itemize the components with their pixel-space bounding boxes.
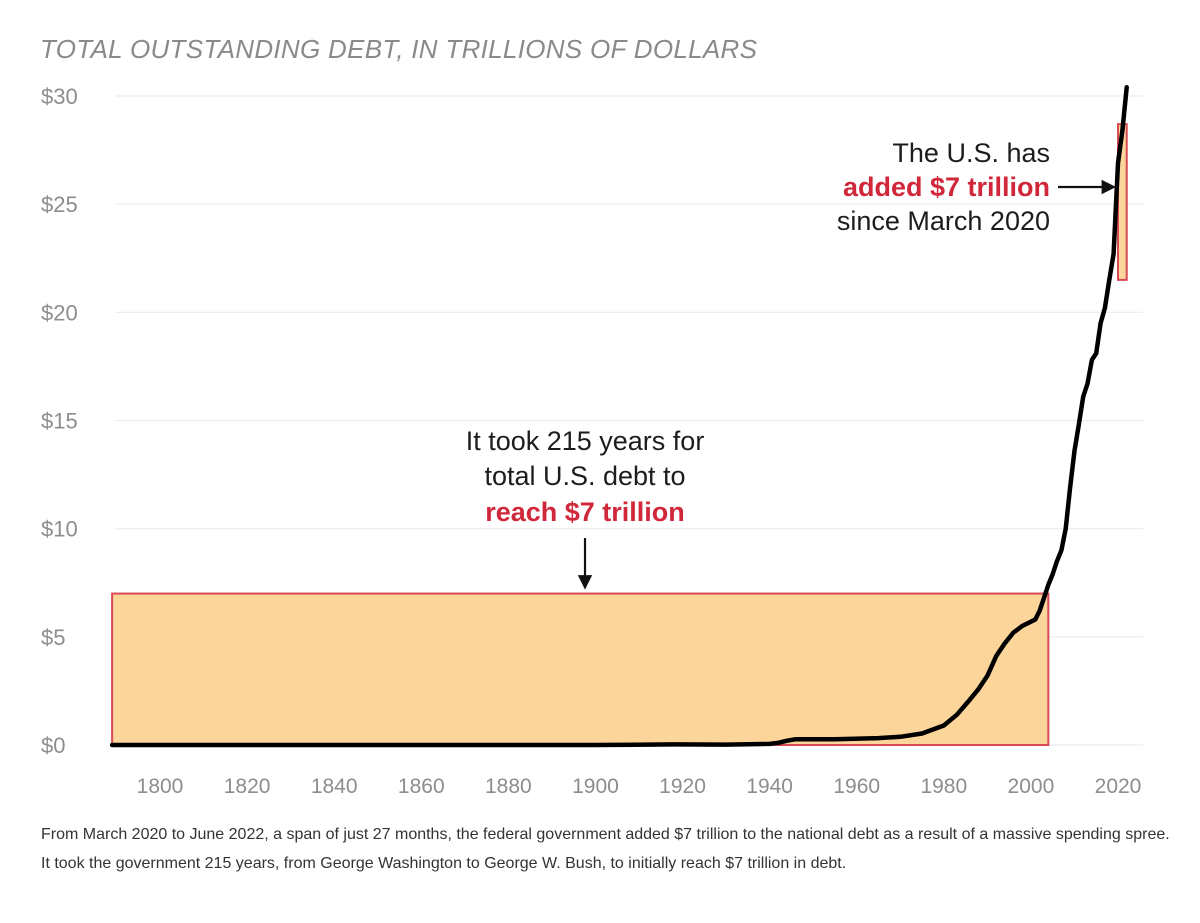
footnote: From March 2020 to June 2022, a span of … — [41, 826, 1170, 872]
recent-annotation-line: since March 2020 — [837, 206, 1050, 236]
y-tick-label: $5 — [41, 625, 65, 650]
annotations: The U.S. has added $7 trillion since March… — [466, 138, 1116, 590]
y-tick-label: $25 — [41, 192, 78, 217]
x-tick-label: 1980 — [920, 775, 967, 798]
recent-annotation-line: added $7 trillion — [843, 172, 1050, 202]
x-tick-label: 1920 — [659, 775, 706, 798]
historic-annotation-line: It took 215 years for — [466, 426, 705, 456]
x-tick-label: 1880 — [485, 775, 532, 798]
y-tick-label: $30 — [41, 84, 78, 109]
y-axis-ticks: $0 $5 $10 $15 $20 $25 $30 — [41, 84, 78, 758]
x-tick-label: 2000 — [1008, 775, 1055, 798]
recent-annotation-line: The U.S. has — [892, 138, 1050, 168]
y-tick-label: $20 — [41, 300, 78, 325]
x-tick-label: 1900 — [572, 775, 619, 798]
x-tick-label: 1860 — [398, 775, 445, 798]
x-tick-label: 2020 — [1095, 775, 1142, 798]
chart-title: TOTAL OUTSTANDING DEBT, IN TRILLIONS OF … — [40, 34, 758, 64]
x-tick-label: 1960 — [833, 775, 880, 798]
debt-line — [109, 85, 1129, 748]
x-tick-label: 1840 — [311, 775, 358, 798]
y-tick-label: $0 — [41, 733, 65, 758]
arrow-head-icon — [577, 575, 593, 590]
x-tick-label: 1800 — [137, 775, 184, 798]
y-tick-label: $10 — [41, 517, 78, 542]
debt-chart: TOTAL OUTSTANDING DEBT, IN TRILLIONS OF … — [40, 34, 1143, 798]
x-tick-label: 1940 — [746, 775, 793, 798]
y-tick-label: $15 — [41, 409, 78, 434]
arrow-head-icon — [1101, 179, 1116, 195]
highlight-box-first-7-trillion — [111, 592, 1050, 746]
historic-annotation-line: total U.S. debt to — [484, 461, 685, 491]
line-series — [109, 85, 1129, 748]
historic-annotation-line: reach $7 trillion — [485, 497, 685, 527]
x-axis-ticks: 1800 1820 1840 1860 1880 1900 1920 1940 1960 1980… — [137, 775, 1142, 798]
x-tick-label: 1820 — [224, 775, 271, 798]
